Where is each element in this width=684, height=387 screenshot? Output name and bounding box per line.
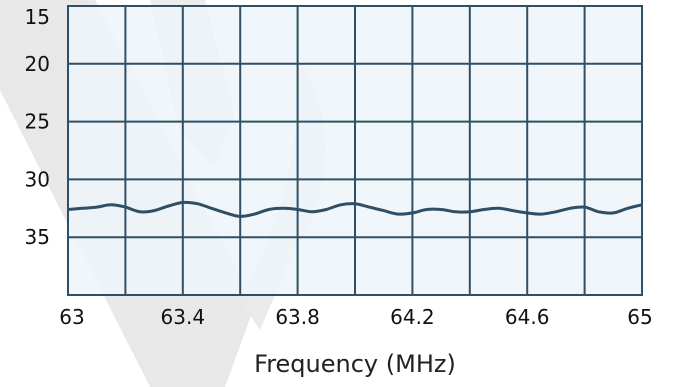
y-tick-label: 30	[25, 167, 50, 191]
series-layer	[67, 200, 643, 218]
series-line-0	[67, 200, 643, 218]
y-tick-label: 35	[25, 225, 50, 249]
y-tick-label: 20	[25, 52, 50, 76]
x-tick-label: 64.2	[390, 305, 435, 329]
x-tick-label: 65	[627, 305, 652, 329]
x-axis-ticks: 63 63.4 63.8 64.2 64.6 65	[59, 305, 652, 329]
x-tick-label: 63.4	[161, 305, 206, 329]
y-tick-label: 15	[25, 5, 50, 29]
grid-lines	[68, 6, 642, 295]
plot-border	[67, 5, 643, 296]
x-axis-label: Frequency (MHz)	[254, 350, 456, 378]
x-tick-label: 63.8	[275, 305, 320, 329]
x-tick-label: 63	[59, 305, 84, 329]
y-tick-label: 25	[25, 110, 50, 134]
y-axis-ticks: 15 20 25 30 35	[25, 5, 50, 249]
x-tick-label: 64.6	[505, 305, 550, 329]
